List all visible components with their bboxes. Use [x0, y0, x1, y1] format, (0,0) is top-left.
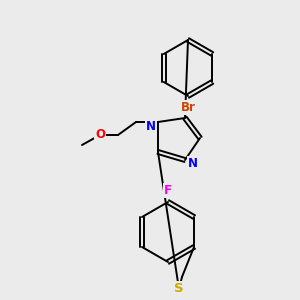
- Text: O: O: [95, 128, 105, 142]
- Text: Br: Br: [181, 101, 195, 114]
- Text: N: N: [146, 120, 156, 133]
- Text: F: F: [164, 184, 172, 197]
- Text: S: S: [174, 283, 184, 296]
- Text: S: S: [174, 283, 184, 296]
- Text: N: N: [188, 157, 198, 170]
